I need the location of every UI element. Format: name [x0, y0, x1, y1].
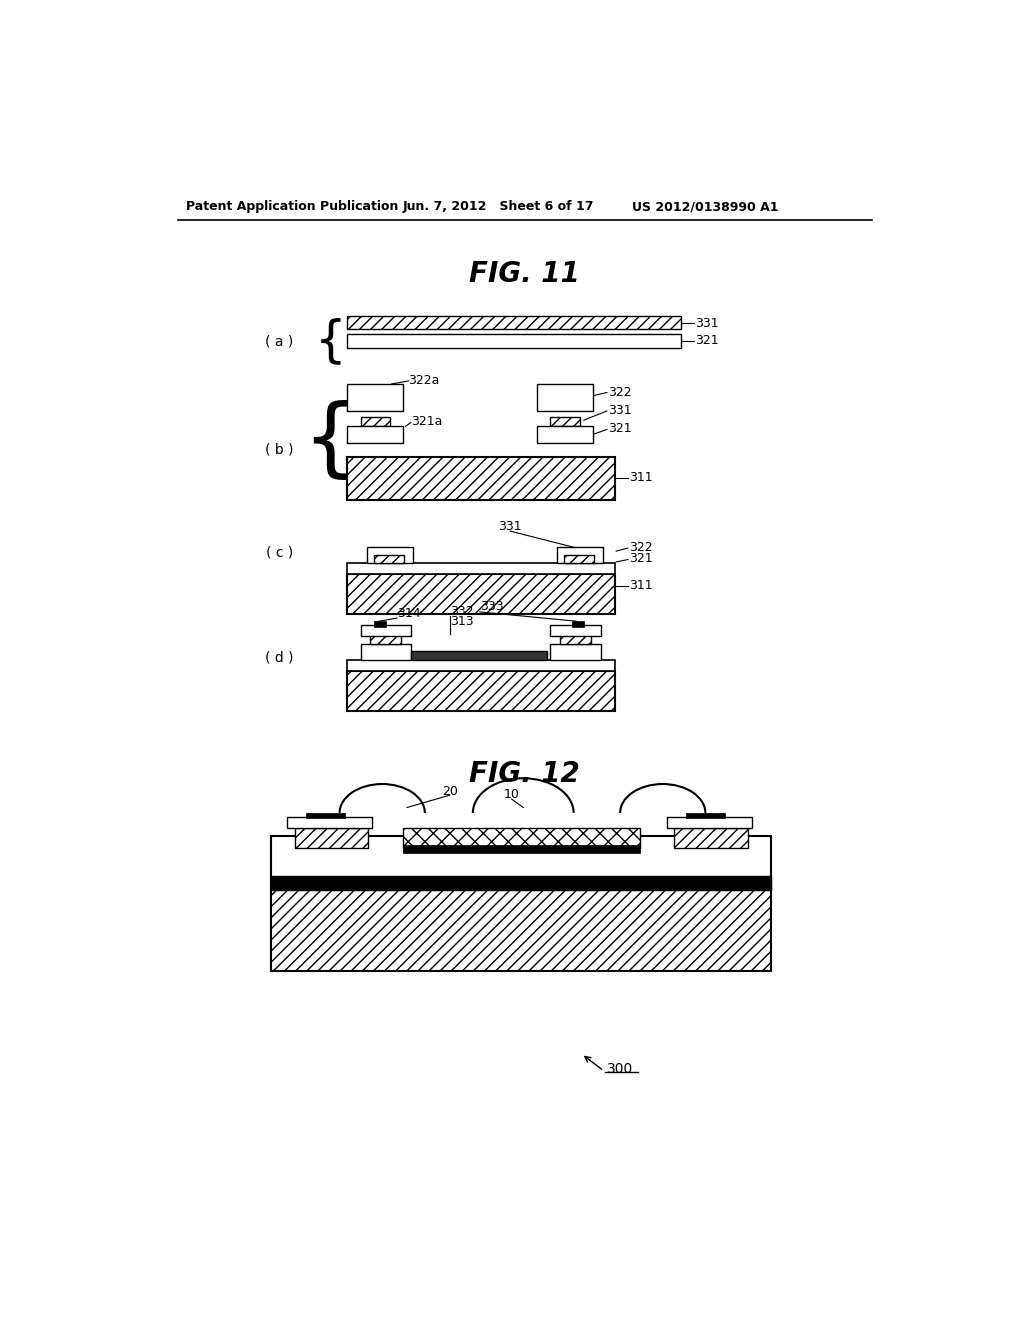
Text: 321: 321: [630, 552, 653, 565]
Text: 322: 322: [630, 541, 653, 554]
Bar: [295, 829, 369, 847]
Bar: [370, 635, 400, 644]
Bar: [403, 845, 640, 853]
Bar: [403, 829, 640, 849]
Text: 311: 311: [630, 579, 653, 593]
Bar: [347, 317, 681, 330]
Text: 314: 314: [397, 607, 421, 620]
Bar: [360, 644, 411, 660]
Bar: [550, 417, 580, 426]
Text: 331: 331: [695, 317, 719, 330]
Text: 311: 311: [630, 471, 653, 484]
Text: 322: 322: [608, 385, 632, 399]
Text: 331: 331: [608, 404, 632, 417]
Bar: [374, 622, 386, 627]
Text: US 2012/0138990 A1: US 2012/0138990 A1: [632, 201, 778, 214]
Bar: [675, 829, 748, 847]
Bar: [287, 817, 372, 829]
Bar: [347, 457, 614, 499]
Text: 321a: 321a: [411, 416, 442, 428]
Text: {: {: [315, 317, 347, 364]
Text: 321: 321: [608, 422, 632, 436]
Bar: [686, 813, 725, 818]
Bar: [538, 426, 593, 444]
Text: 333: 333: [480, 601, 504, 612]
Text: ( a ): ( a ): [265, 335, 293, 348]
Text: FIG. 11: FIG. 11: [469, 260, 581, 288]
Bar: [560, 635, 591, 644]
Bar: [347, 574, 614, 614]
Bar: [538, 384, 593, 411]
Bar: [367, 548, 414, 562]
Bar: [306, 813, 345, 818]
Text: 20: 20: [441, 785, 458, 797]
Text: ( c ): ( c ): [265, 545, 293, 560]
Bar: [667, 817, 752, 829]
Bar: [557, 548, 603, 562]
Text: 321: 321: [695, 334, 719, 347]
Bar: [360, 417, 390, 426]
Text: Jun. 7, 2012   Sheet 6 of 17: Jun. 7, 2012 Sheet 6 of 17: [403, 201, 595, 214]
Text: 10: 10: [504, 788, 519, 801]
Bar: [347, 562, 614, 574]
Bar: [347, 384, 403, 411]
Bar: [347, 334, 681, 348]
Text: ( b ): ( b ): [265, 442, 293, 457]
Bar: [271, 890, 771, 970]
Text: 332: 332: [451, 605, 474, 618]
Bar: [271, 876, 771, 890]
Text: {: {: [302, 400, 357, 483]
Text: FIG. 12: FIG. 12: [469, 760, 581, 788]
Bar: [347, 671, 614, 711]
Bar: [347, 426, 403, 444]
Text: 322a: 322a: [409, 375, 440, 388]
Bar: [564, 554, 594, 562]
Bar: [375, 554, 403, 562]
Bar: [360, 626, 411, 636]
Text: 331: 331: [499, 520, 522, 533]
Bar: [550, 644, 601, 660]
Bar: [347, 660, 614, 671]
Text: Patent Application Publication: Patent Application Publication: [186, 201, 398, 214]
Bar: [411, 651, 547, 660]
Text: 313: 313: [451, 615, 474, 628]
Bar: [572, 622, 585, 627]
Bar: [550, 626, 601, 636]
Text: 300: 300: [607, 1063, 633, 1076]
Text: ( d ): ( d ): [265, 651, 293, 664]
Bar: [271, 836, 771, 890]
